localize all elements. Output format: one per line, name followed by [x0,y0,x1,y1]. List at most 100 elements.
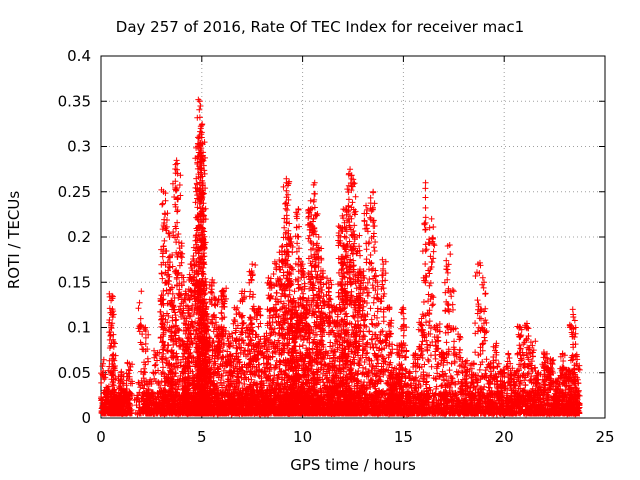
data-point [108,324,115,331]
data-point [166,278,173,285]
data-point [151,347,158,354]
data-point [173,316,180,323]
data-point [270,270,277,277]
data-point [137,384,144,391]
data-point [167,375,174,382]
data-point [162,197,169,204]
data-point [177,362,184,369]
data-point [129,378,136,385]
data-point [159,200,166,207]
data-point [157,384,164,391]
data-point [140,346,147,353]
data-point [291,288,298,295]
data-point [158,270,165,277]
data-point [110,379,117,386]
data-point [175,231,182,238]
data-point [110,343,117,350]
data-point [159,201,166,208]
data-point [110,308,117,315]
data-point [111,386,118,393]
data-point [111,357,118,364]
data-point [158,378,165,385]
data-points [98,96,583,418]
data-point [196,106,203,113]
data-point [157,334,164,341]
data-point [176,326,183,333]
data-point [170,366,177,373]
data-point [109,311,116,318]
data-point [162,225,169,232]
data-point [126,367,133,374]
data-point [174,219,181,226]
data-point [160,343,167,350]
data-point [157,308,164,315]
data-point [159,253,166,260]
data-point [156,349,163,356]
data-point [172,370,179,377]
data-point [163,223,170,230]
data-point [138,341,145,348]
y-tick-label: 0 [81,409,91,427]
data-point [135,305,142,312]
data-point [271,325,278,332]
data-point [249,261,256,268]
data-point [170,323,177,330]
data-point [136,299,143,306]
data-point [139,391,146,398]
data-point [161,220,168,227]
data-point [160,243,167,250]
data-point [118,372,125,379]
data-point [160,312,167,319]
data-point [108,376,115,383]
data-point [170,337,177,344]
data-point [172,166,179,173]
data-point [173,157,180,164]
data-point [179,337,186,344]
data-point [173,360,180,367]
data-point [158,186,165,193]
data-point [159,339,166,346]
data-point [175,196,182,203]
data-point [174,207,181,214]
data-point [218,309,225,316]
data-point [172,317,179,324]
data-point [162,247,169,254]
data-point [161,370,168,377]
data-point [176,181,183,188]
data-point [197,103,204,110]
data-point [158,301,165,308]
y-tick-label: 0.15 [58,273,91,291]
data-point [184,335,191,342]
data-point [143,378,150,385]
data-point [247,288,254,295]
data-point [112,352,119,359]
data-point [173,187,180,194]
y-tick-label: 0.1 [67,319,91,337]
data-point [164,310,171,317]
y-tick-label: 0.2 [67,228,91,246]
data-point [162,261,169,268]
data-point [106,329,113,336]
data-point [161,325,168,332]
data-point [124,359,131,366]
data-point [249,294,256,301]
data-point [166,259,173,266]
data-point [106,316,113,323]
data-point [153,352,160,359]
data-point [171,193,178,200]
data-point [169,263,176,270]
data-point [108,325,115,332]
data-point [174,353,181,360]
data-point [177,192,184,199]
data-point [165,300,172,307]
data-point [173,267,180,274]
data-point [178,313,185,320]
data-point [177,303,184,310]
data-point [156,381,163,388]
data-point [110,372,117,379]
data-point [169,290,176,297]
y-tick-label: 0.05 [58,364,91,382]
data-point [252,261,259,268]
